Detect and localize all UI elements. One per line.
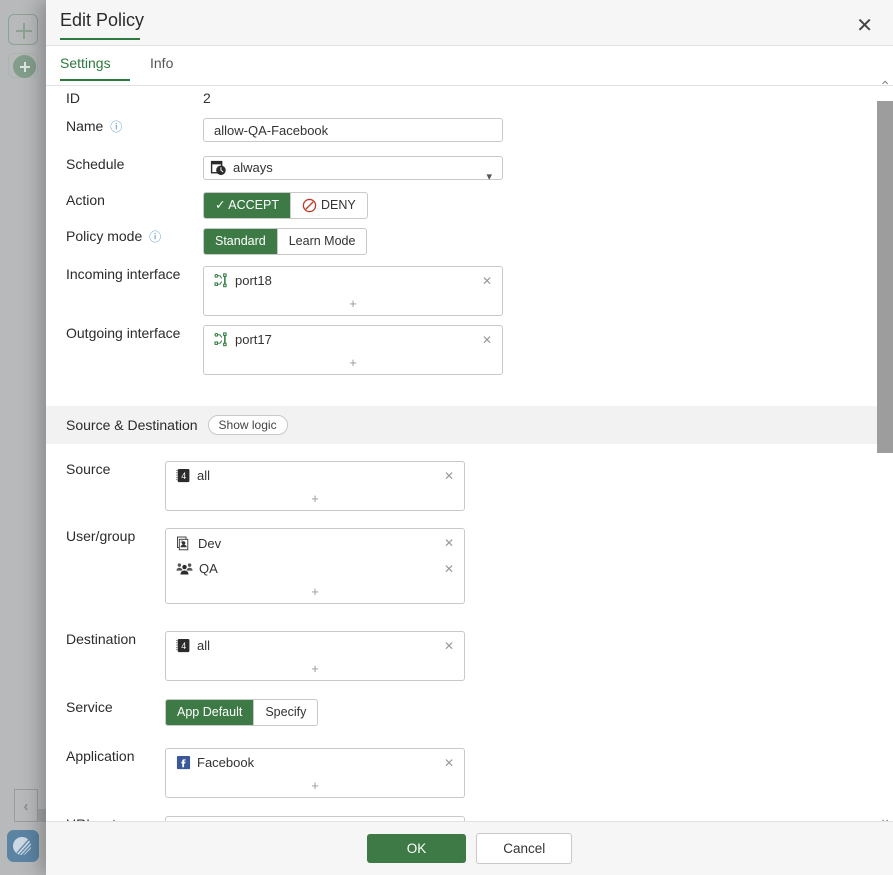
svg-text:4: 4 (181, 471, 186, 481)
svg-text:4: 4 (181, 641, 186, 651)
